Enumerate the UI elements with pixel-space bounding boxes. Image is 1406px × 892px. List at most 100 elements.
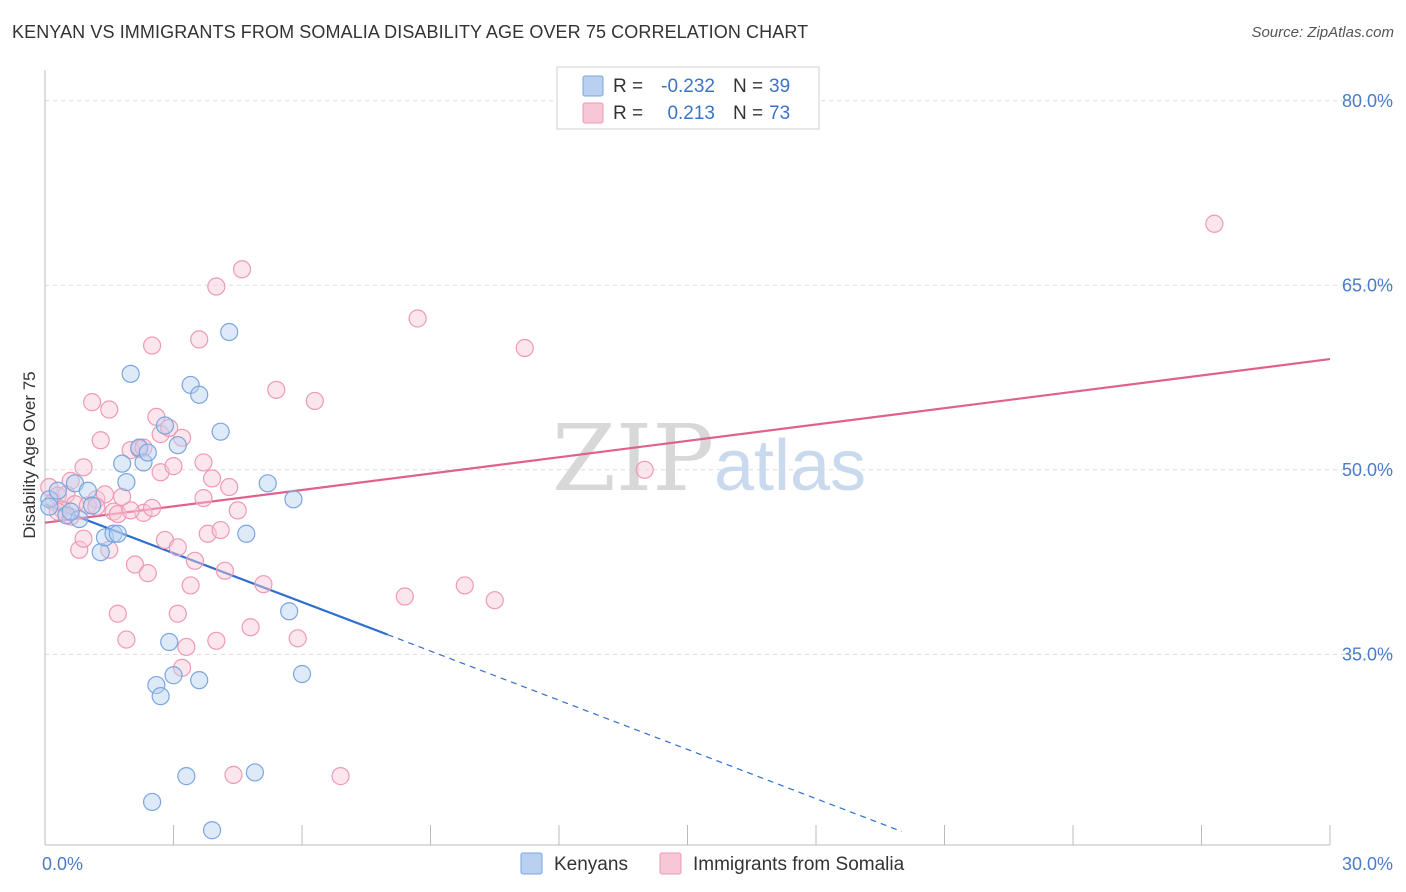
point-series-1-24 <box>138 564 157 583</box>
point-series-0-20 <box>155 416 175 435</box>
point-series-1-25 <box>142 498 162 518</box>
point-series-0-28 <box>202 821 222 840</box>
point-series-1-54 <box>267 380 286 399</box>
point-series-1-48 <box>220 477 239 497</box>
point-series-1-61 <box>485 591 504 610</box>
point-series-1-19 <box>117 630 136 649</box>
point-series-0-18 <box>147 675 166 695</box>
point-series-1-36 <box>177 637 196 657</box>
point-series-1-47 <box>215 561 234 580</box>
y-tick-label-3: 35.0% <box>1342 644 1393 664</box>
point-series-1-44 <box>207 631 226 650</box>
point-series-0-12 <box>117 473 136 492</box>
point-series-1-40 <box>194 488 213 508</box>
point-series-1-15 <box>100 400 119 419</box>
tick-labels: 80.0% 65.0% 50.0% 35.0% 0.0% 30.0% <box>42 91 1393 874</box>
point-series-0-13 <box>121 364 140 383</box>
point-series-0-31 <box>237 524 256 543</box>
point-series-1-57 <box>331 767 350 786</box>
point-series-1-33 <box>168 604 187 623</box>
legend-n-value-kenyans: 39 <box>769 76 790 97</box>
point-series-0-15 <box>134 453 153 472</box>
watermark-zip: ZIP <box>552 405 714 512</box>
point-series-1-69 <box>74 529 93 548</box>
point-series-1-62 <box>515 338 534 358</box>
legend-r-label-1: R = <box>613 76 643 97</box>
y-tick-label-1: 65.0% <box>1342 275 1393 295</box>
point-series-1-45 <box>207 277 226 296</box>
point-series-1-34 <box>168 538 187 557</box>
chart-source: Source: ZipAtlas.com <box>1251 24 1394 41</box>
point-series-1-56 <box>305 391 324 411</box>
y-tick-label-2: 50.0% <box>1342 460 1393 480</box>
chart-title: KENYAN VS IMMIGRANTS FROM SOMALIA DISABI… <box>12 22 809 42</box>
point-series-0-30 <box>220 322 239 342</box>
point-series-0-16 <box>138 443 157 462</box>
point-series-1-51 <box>232 260 252 279</box>
point-series-0-19 <box>151 687 170 706</box>
axes <box>44 70 1331 846</box>
point-series-1-43 <box>202 469 222 488</box>
point-series-0-26 <box>190 385 209 404</box>
point-series-0-34 <box>280 602 299 621</box>
watermark-atlas: atlas <box>714 426 866 506</box>
point-series-1-7 <box>70 540 89 559</box>
x-tick-label-0: 0.0% <box>42 854 83 874</box>
point-series-1-38 <box>185 551 205 570</box>
point-series-0-29 <box>211 422 230 441</box>
point-series-1-55 <box>288 629 307 648</box>
point-series-0-5 <box>78 481 97 500</box>
point-series-1-49 <box>224 765 243 784</box>
point-series-0-24 <box>177 767 196 786</box>
point-series-0-6 <box>83 496 102 515</box>
point-series-1-41 <box>194 453 213 472</box>
legend-swatch-somalia <box>582 102 604 124</box>
point-series-0-36 <box>292 664 312 684</box>
point-series-0-37 <box>40 497 59 516</box>
point-series-1-17 <box>108 604 127 623</box>
point-series-1-52 <box>241 618 260 637</box>
point-series-0-14 <box>130 438 149 457</box>
point-series-1-58 <box>395 587 414 606</box>
point-series-1-39 <box>190 330 209 349</box>
point-series-1-26 <box>142 336 162 355</box>
point-series-0-32 <box>245 763 264 782</box>
data-points <box>40 214 1224 840</box>
legend-r-value-somalia: 0.213 <box>667 103 715 124</box>
point-series-0-7 <box>91 543 110 562</box>
point-series-1-32 <box>164 457 183 476</box>
series-legend-label-somalia: Immigrants from Somalia <box>693 854 905 875</box>
point-series-0-10 <box>108 524 127 543</box>
point-series-0-11 <box>112 454 132 473</box>
correlation-legend: R = -0.232 N = 39 R = 0.213 N = 73 <box>556 66 820 130</box>
series-legend-label-kenyans: Kenyans <box>554 854 628 875</box>
y-axis-label: Disability Age Over 75 <box>20 371 39 538</box>
legend-n-label-1: N = <box>733 76 763 97</box>
point-series-1-18 <box>112 487 132 506</box>
series-legend: Kenyans Immigrants from Somalia <box>520 852 905 875</box>
legend-r-label-2: R = <box>613 103 643 124</box>
point-series-0-22 <box>164 666 183 685</box>
point-series-0-35 <box>284 490 303 509</box>
point-series-0-21 <box>160 632 179 652</box>
point-series-1-63 <box>635 460 654 479</box>
trend-line-extension-series-0 <box>387 634 902 833</box>
point-series-1-72 <box>121 501 140 520</box>
point-series-0-9 <box>104 524 123 543</box>
legend-r-value-kenyans: -0.232 <box>661 76 715 97</box>
point-series-0-17 <box>142 792 162 812</box>
point-series-1-59 <box>408 309 427 328</box>
point-series-1-60 <box>455 576 474 595</box>
trend-line-series-1 <box>44 357 1331 524</box>
watermark: ZIP atlas <box>552 405 866 512</box>
point-series-1-8 <box>74 458 93 477</box>
legend-swatch-kenyans <box>582 75 604 97</box>
x-tick-label-1: 30.0% <box>1342 854 1393 874</box>
point-series-1-21 <box>125 555 145 574</box>
point-series-0-1 <box>48 481 67 500</box>
y-tick-label-0: 80.0% <box>1342 91 1393 111</box>
point-series-1-10 <box>83 393 102 412</box>
point-series-0-27 <box>190 671 209 690</box>
point-series-1-53 <box>254 575 273 594</box>
